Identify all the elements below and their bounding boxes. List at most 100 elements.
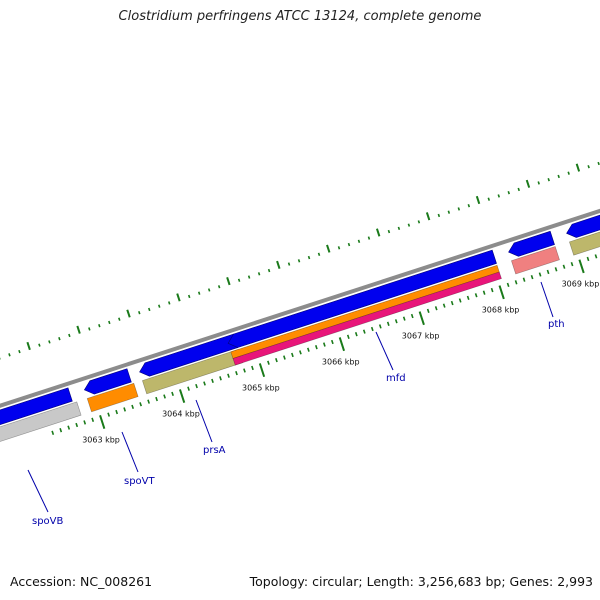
scale-tick — [267, 360, 270, 365]
outer-tick — [287, 262, 291, 266]
outer-tick — [387, 229, 391, 234]
scale-tick — [107, 412, 111, 417]
outer-tick — [487, 197, 491, 201]
outer-tick — [557, 174, 560, 179]
feature-bar[interactable] — [511, 246, 560, 275]
scale-label: 3064 kbp — [162, 409, 200, 418]
scale-tick — [67, 425, 71, 430]
scale-tick — [75, 422, 79, 428]
scale-label: 3068 kbp — [482, 306, 520, 315]
outer-tick — [525, 179, 531, 188]
outer-tick — [597, 161, 600, 166]
feature-bar[interactable] — [230, 264, 500, 359]
scale-tick — [291, 352, 294, 358]
gene-label-mfd[interactable]: mfd — [386, 373, 406, 384]
cds-arrow[interactable] — [566, 202, 600, 238]
scale-tick — [235, 370, 238, 376]
feature-bar[interactable] — [569, 217, 600, 256]
outer-tick — [307, 255, 311, 260]
outer-tick — [457, 207, 461, 211]
outer-tick — [88, 327, 91, 331]
scale-tick — [307, 347, 310, 352]
genome-title: Clostridium perfringens ATCC 13124, comp… — [118, 9, 482, 24]
scale-tick — [482, 290, 486, 295]
feature-bar[interactable] — [232, 271, 502, 366]
outer-tick — [567, 171, 570, 175]
gene-label-spovb[interactable]: spoVB — [32, 516, 64, 527]
outer-tick — [76, 325, 81, 334]
scale-tick — [243, 368, 246, 373]
feature-bar[interactable] — [86, 382, 139, 413]
outer-tick — [417, 220, 421, 224]
outer-tick — [18, 349, 21, 354]
outer-tick — [148, 307, 151, 312]
outer-tick — [187, 294, 191, 299]
scale-tick — [522, 277, 526, 282]
feature-bar[interactable] — [0, 401, 82, 444]
backbone-track — [0, 208, 600, 408]
outer-tick — [247, 275, 251, 279]
scale-tick — [514, 280, 518, 285]
scale-tick — [123, 407, 127, 412]
scale-tick — [562, 264, 566, 269]
gene-label-pth[interactable]: pth — [548, 319, 565, 330]
cds-arrow[interactable] — [508, 230, 555, 257]
outer-tick — [437, 213, 441, 218]
scale-tick — [418, 311, 425, 326]
scale-tick — [147, 399, 150, 404]
cds-arrow[interactable] — [83, 368, 132, 395]
scale-tick — [450, 300, 454, 306]
cds-arrow[interactable] — [0, 387, 73, 426]
scale-tick — [115, 409, 119, 415]
scale-tick — [594, 254, 598, 259]
outer-tick — [108, 320, 111, 325]
gene-label-prsa[interactable]: prsA — [203, 445, 226, 456]
cds-arrow[interactable] — [139, 333, 239, 377]
scale-tick — [338, 337, 346, 352]
scale-tick — [394, 319, 398, 324]
scale-tick — [258, 363, 266, 378]
scale-tick — [466, 295, 470, 301]
scale-tick — [386, 321, 390, 326]
scale-tick — [426, 308, 430, 313]
outer-tick — [347, 242, 351, 247]
gene-leader-line — [121, 431, 139, 473]
scale-tick — [378, 324, 382, 329]
outer-tick — [226, 277, 231, 286]
scale-tick — [410, 313, 414, 319]
scale-tick — [91, 417, 95, 422]
scale-tick — [458, 298, 462, 303]
outer-tick — [267, 268, 271, 273]
scale-tick — [402, 316, 406, 321]
accession-text: Accession: NC_008261 — [10, 574, 153, 589]
cds-arrow[interactable] — [227, 249, 497, 348]
scale-track: 3063 kbp 3064 kbp 3065 kbp 3066 kbp 3067 kbp… — [51, 254, 599, 444]
scale-label: 3067 kbp — [402, 332, 440, 341]
genome-summary-text: Topology: circular; Length: 3,256,683 bp… — [249, 574, 593, 589]
backbone-line — [0, 208, 600, 408]
outer-tick — [375, 228, 381, 237]
scale-tick — [490, 287, 494, 293]
gene-label-spovt[interactable]: spoVT — [124, 476, 156, 487]
outer-tick — [575, 163, 581, 172]
scale-tick — [570, 261, 574, 267]
scale-tick — [530, 274, 534, 280]
scale-tick — [506, 282, 510, 288]
scale-tick — [474, 293, 478, 298]
scale-label: 3065 kbp — [242, 384, 280, 393]
scale-tick — [227, 373, 230, 378]
scale-tick — [275, 357, 278, 363]
outer-tick — [118, 317, 121, 321]
outer-tick — [357, 239, 361, 244]
scale-tick — [203, 381, 206, 386]
scale-tick — [538, 272, 542, 277]
scale-tick — [51, 430, 55, 435]
scale-tick — [178, 389, 186, 404]
scale-tick — [554, 267, 558, 272]
scale-tick — [59, 428, 63, 433]
outer-tick — [138, 311, 141, 315]
outer-tick — [507, 191, 510, 195]
scale-tick — [442, 303, 446, 308]
scale-tick — [330, 339, 334, 345]
